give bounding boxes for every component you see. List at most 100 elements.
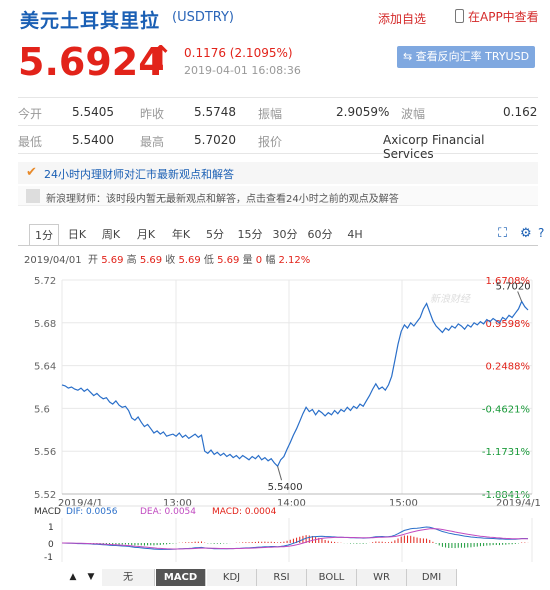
indicator-kdj[interactable]: KDJ bbox=[207, 569, 257, 586]
y-tick-label: 5.56 bbox=[34, 447, 56, 458]
reverse-rate-button[interactable]: ⇆ 查看反向汇率 TRYUSD bbox=[397, 46, 535, 68]
tab-daily[interactable]: 日K bbox=[67, 228, 87, 241]
y-tick-label: 5.6 bbox=[34, 404, 50, 415]
advisor-notice-link[interactable]: 24小时内理财师对汇市最新观点和解答 bbox=[44, 168, 234, 181]
stat-value: 5.5748 bbox=[194, 105, 236, 119]
high-label: 5.7020 bbox=[496, 281, 531, 292]
stats-row: 今开 5.5405 昨收 5.5748 振幅 2.9059% 波幅 0.162 bbox=[18, 98, 538, 126]
indicator-boll[interactable]: BOLL bbox=[307, 569, 357, 586]
x-tick-label: 15:00 bbox=[389, 498, 418, 509]
fullscreen-icon[interactable]: ⛶ bbox=[498, 226, 508, 241]
stat-label: 振幅 bbox=[258, 107, 283, 121]
stat-value: 2.9059% bbox=[336, 105, 390, 119]
stat-label: 昨收 bbox=[140, 107, 165, 121]
macd-value-label: MACD: 0.0004 bbox=[212, 507, 277, 517]
price-line bbox=[61, 300, 529, 468]
stat-value: 0.162 bbox=[503, 105, 538, 119]
kline-info: 2019/04/01 开 5.69 高 5.69 收 5.69 低 5.69 量… bbox=[24, 251, 310, 266]
stat-value: Axicorp Financial Services bbox=[383, 133, 485, 161]
stats-row: 最低 5.5400 最高 5.7020 报价 Axicorp Financial… bbox=[18, 126, 538, 161]
settings-icon[interactable]: ⚙ bbox=[520, 226, 532, 241]
y-tick-label: 5.64 bbox=[34, 362, 56, 373]
up-arrow-icon: ↑ bbox=[148, 40, 174, 75]
x-tick-label: 13:00 bbox=[163, 498, 192, 509]
megaphone-icon: ✔ bbox=[26, 165, 37, 180]
stat-label: 最高 bbox=[140, 135, 165, 149]
kline-open: 5.69 bbox=[101, 255, 124, 266]
kline-amp-label: 幅 bbox=[265, 255, 276, 266]
stat-value: 5.5400 bbox=[72, 133, 114, 147]
quote-time: 2019-04-01 16:08:36 bbox=[184, 64, 301, 77]
tab-yearly[interactable]: 年K bbox=[171, 228, 191, 241]
pct-tick-label: -1.8841% bbox=[482, 490, 530, 501]
x-tick-label: 14:00 bbox=[277, 498, 306, 509]
kline-open-label: 开 bbox=[88, 255, 98, 266]
kline-high: 5.69 bbox=[139, 255, 163, 266]
indicator-tabs: 无 MACD KDJ RSI BOLL WR DMI bbox=[60, 569, 530, 586]
tab-4h[interactable]: 4H bbox=[347, 228, 363, 241]
indicator-macd[interactable]: MACD bbox=[156, 569, 206, 586]
pct-tick-label: -1.1731% bbox=[482, 447, 530, 458]
stat-value: 5.7020 bbox=[194, 133, 236, 147]
header: 美元土耳其里拉 (USDTRY) 添加自选 在APP中查看 bbox=[0, 0, 550, 34]
macd-axis-label: 1 bbox=[48, 523, 54, 533]
pct-tick-label: 1.6708% bbox=[486, 276, 531, 287]
scroll-up-button[interactable]: ▲ bbox=[69, 572, 77, 582]
help-icon[interactable]: ? bbox=[538, 226, 545, 240]
tab-weekly[interactable]: 周K bbox=[101, 228, 121, 241]
add-favorite-link[interactable]: 添加自选 bbox=[378, 10, 426, 27]
kline-low: 5.69 bbox=[217, 255, 240, 266]
phone-icon bbox=[455, 9, 464, 23]
current-price: 5.6924 bbox=[18, 40, 165, 84]
pct-tick-label: -0.4621% bbox=[482, 404, 530, 415]
advisor-notice-bar[interactable]: ✔ 24小时内理财师对汇市最新观点和解答 bbox=[18, 162, 538, 184]
kline-high-label: 高 bbox=[126, 255, 137, 266]
tab-30min[interactable]: 30分 bbox=[272, 228, 298, 241]
x-tick-label: 2019/4/1 bbox=[58, 498, 103, 509]
add-favorite-label: 添加自选 bbox=[378, 12, 427, 26]
indicator-none[interactable]: 无 bbox=[102, 569, 155, 586]
stat-label: 今开 bbox=[18, 107, 43, 121]
indicator-dmi[interactable]: DMI bbox=[407, 569, 457, 586]
macd-dif-label: DIF: 0.0056 bbox=[66, 507, 118, 517]
indicator-wr[interactable]: WR bbox=[357, 569, 407, 586]
kline-low-label: 低 bbox=[203, 255, 214, 266]
tab-60min[interactable]: 60分 bbox=[307, 228, 333, 241]
kline-close: 5.69 bbox=[178, 255, 201, 266]
y-tick-label: 5.52 bbox=[34, 490, 56, 501]
tab-divider bbox=[18, 245, 538, 246]
stat-label: 报价 bbox=[258, 135, 283, 149]
tab-5min[interactable]: 5分 bbox=[206, 228, 224, 241]
pct-tick-label: 0.9598% bbox=[486, 319, 531, 330]
indicator-rsi[interactable]: RSI bbox=[257, 569, 307, 586]
macd-dif-line bbox=[61, 526, 529, 550]
stat-value: 5.5405 bbox=[72, 105, 114, 119]
kline-amp: 2.12% bbox=[278, 255, 311, 266]
price-change: 0.1176 (2.1095%) bbox=[184, 46, 293, 60]
stat-label: 波幅 bbox=[401, 107, 426, 121]
price-chart[interactable]: 5.72 5.68 5.64 5.6 5.56 5.52 1.6708% 0.9598% 0.2… bbox=[0, 268, 550, 568]
high-pointer bbox=[517, 291, 523, 302]
avatar bbox=[26, 189, 40, 203]
low-label: 5.5400 bbox=[268, 482, 303, 493]
tab-1min[interactable]: 1分 bbox=[29, 224, 59, 246]
kline-date: 2019/04/01 bbox=[24, 255, 82, 266]
watermark: 新浪财经 bbox=[430, 293, 471, 305]
kline-vol: 0 bbox=[255, 255, 263, 266]
view-in-app-link[interactable]: 在APP中查看 bbox=[455, 8, 539, 25]
pair-title: 美元土耳其里拉 bbox=[20, 10, 161, 32]
kline-vol-label: 量 bbox=[242, 255, 253, 266]
x-tick-label: 2019/4/1 bbox=[496, 498, 541, 509]
kline-close-label: 收 bbox=[165, 255, 176, 266]
advisor-message[interactable]: 新浪理财师：该时段内暂无最新观点和解答，点击查看24小时之前的观点及解答 bbox=[18, 186, 538, 206]
pct-tick-label: 0.2488% bbox=[486, 362, 531, 373]
macd-axis-label: 0 bbox=[48, 540, 54, 550]
stat-label: 最低 bbox=[18, 135, 43, 149]
pair-code: (USDTRY) bbox=[172, 10, 235, 25]
tab-15min[interactable]: 15分 bbox=[237, 228, 263, 241]
scroll-down-button[interactable]: ▼ bbox=[87, 572, 95, 582]
macd-label: MACD bbox=[34, 507, 61, 517]
stats-table: 今开 5.5405 昨收 5.5748 振幅 2.9059% 波幅 0.162 … bbox=[18, 97, 538, 161]
tab-monthly[interactable]: 月K bbox=[136, 228, 156, 241]
y-tick-label: 5.68 bbox=[34, 319, 56, 330]
